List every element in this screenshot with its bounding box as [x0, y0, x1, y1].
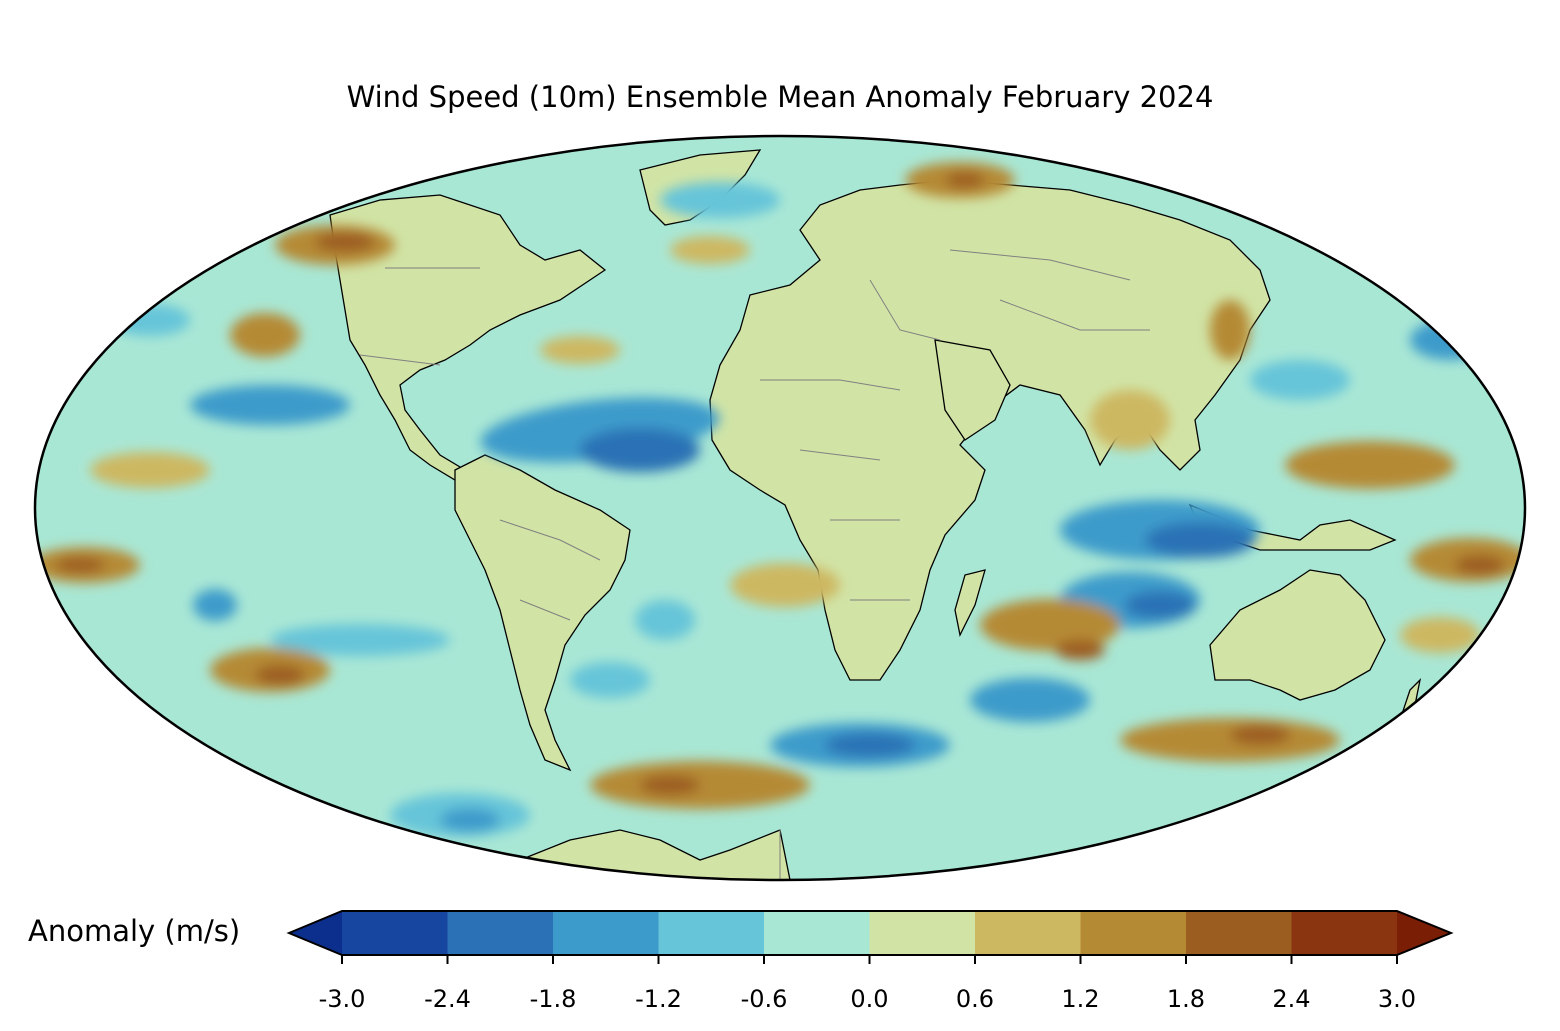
ocean-background [35, 136, 1525, 880]
colorbar-bin [975, 911, 1081, 955]
colorbar-tick-label: 1.2 [1061, 985, 1099, 1013]
colorbar-tick-label: 2.4 [1272, 985, 1310, 1013]
colorbar-tick-label: -1.8 [530, 985, 577, 1013]
country-borders [359, 249, 1150, 880]
colorbar-bin [1186, 911, 1292, 955]
colorbar-over-extension [1397, 911, 1451, 955]
australia [1209, 569, 1386, 701]
colorbar-tick-label: 0.0 [850, 985, 888, 1013]
anomaly-blobs [35, 162, 1525, 837]
colorbar-bin [869, 911, 975, 955]
colorbar-label: Anomaly (m/s) [28, 914, 241, 948]
south-america [454, 454, 631, 772]
colorbar-bin [553, 911, 659, 955]
anomaly-field [35, 149, 1525, 880]
positive-anomaly-blobs [35, 162, 1525, 809]
north-america [329, 194, 607, 481]
colorbar-tick-label: -2.4 [424, 985, 471, 1013]
colorbar-tick-label: 0.6 [956, 985, 994, 1013]
colorbar-tick-label: 3.0 [1378, 985, 1416, 1013]
colorbar-bin [658, 911, 764, 955]
colorbar-under-extension [289, 911, 342, 955]
mollweide-globe [33, 134, 1527, 882]
arabia [934, 339, 1011, 441]
colorbar-bin [447, 911, 553, 955]
globe-outline [33, 134, 1527, 882]
land-layer [329, 149, 1422, 880]
colorbar: -3.0 -2.4 -1.8 -1.2 -0.6 0.0 0.6 1.2 1.8 2.4 3.0 [286, 910, 1454, 1013]
madagascar [954, 569, 986, 637]
negative-anomaly-blobs [110, 182, 1490, 837]
colorbar-bin [1080, 911, 1186, 955]
map-title: Wind Speed (10m) Ensemble Mean Anomaly F… [346, 80, 1214, 114]
colorbar-tick-label: 1.8 [1167, 985, 1205, 1013]
colorbar-tick-label: -0.6 [741, 985, 788, 1013]
colorbar-tick-label: -1.2 [635, 985, 682, 1013]
colorbar-bin [342, 911, 448, 955]
colorbar-bin [764, 911, 870, 955]
colorbar-bin [1291, 911, 1397, 955]
colorbar-tick-label: -3.0 [319, 985, 366, 1013]
africa-eurasia [709, 179, 1271, 681]
